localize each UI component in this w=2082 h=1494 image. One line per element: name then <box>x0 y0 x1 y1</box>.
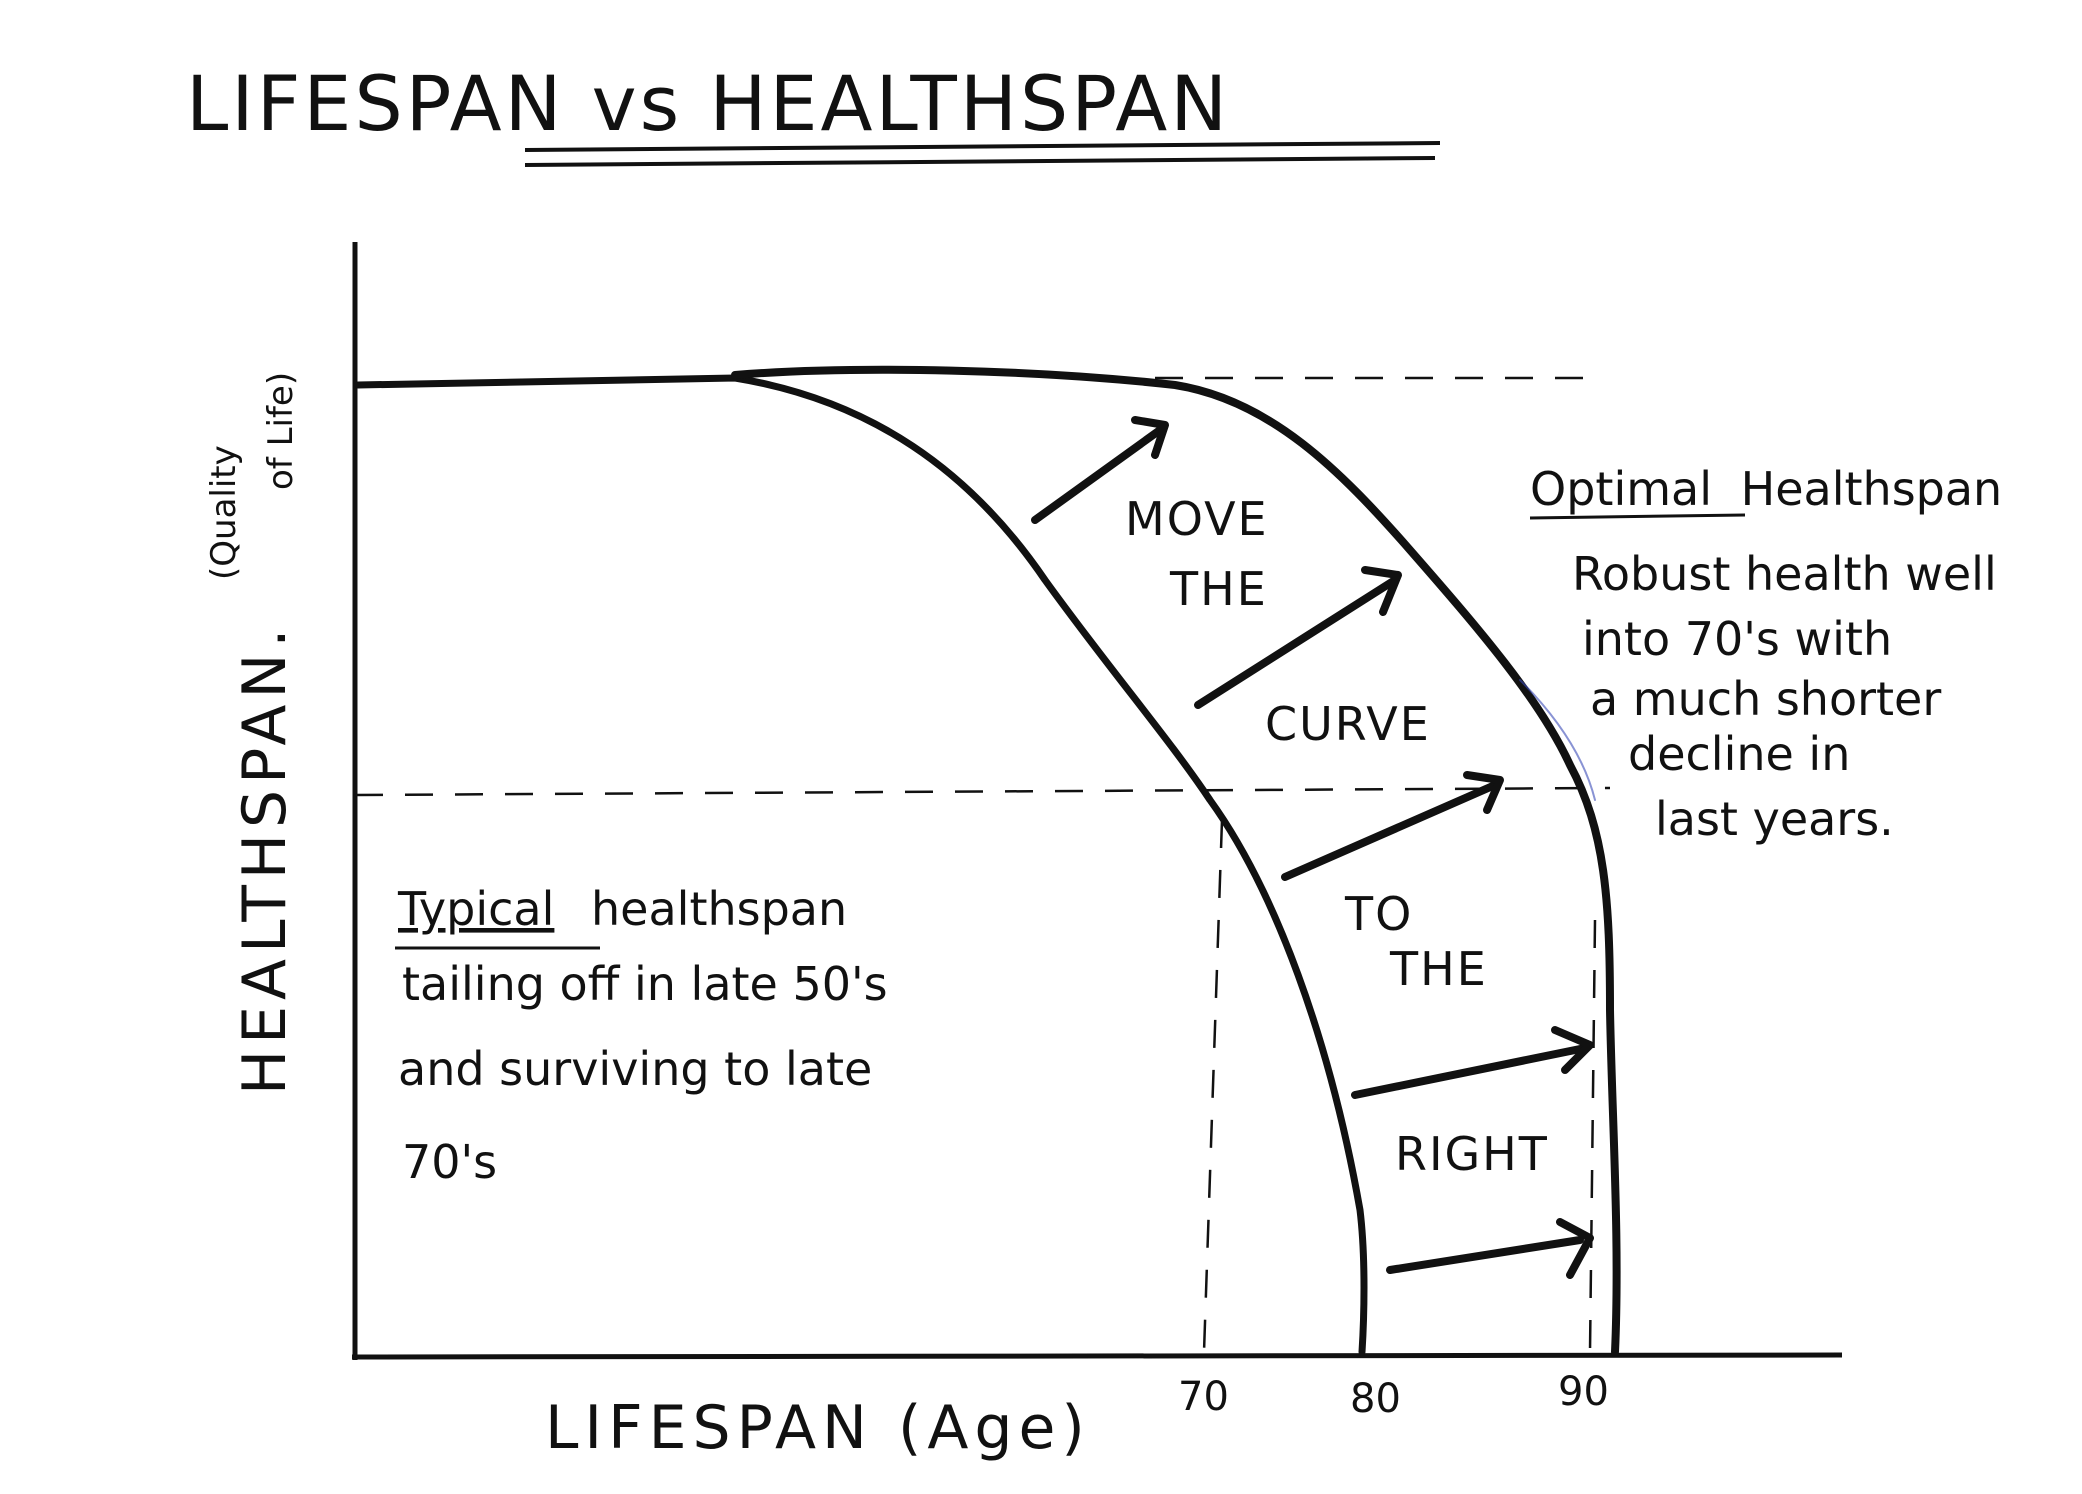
typical-note-line1: Typical healthspan <box>397 882 847 936</box>
y-axis-sublabel-line2: of Life) <box>261 372 301 490</box>
y-axis-sublabel-line1: (Quality <box>204 445 244 580</box>
title-group: LIFESPAN vs HEALTHSPAN <box>186 59 1441 167</box>
right-word: RIGHT <box>1395 1127 1549 1181</box>
optimal-note-line1: Robust health well <box>1572 547 1997 601</box>
to-word: TO <box>1344 887 1413 941</box>
optimal-note-line3: a much shorter <box>1590 672 1941 726</box>
arrow-2 <box>1194 566 1402 709</box>
title-underline-2 <box>524 156 1436 167</box>
optimal-note-heading-line: Optimal Healthspan <box>1530 462 2002 516</box>
optimal-curve-blue-tint <box>1519 679 1596 801</box>
typical-healthspan-curve <box>354 374 1368 1356</box>
arrow-4 <box>1351 1026 1594 1099</box>
typical-heading: Typical <box>397 882 554 936</box>
optimal-healthspan-curve <box>731 365 1621 1356</box>
x-tick-90: 90 <box>1558 1369 1609 1415</box>
arrow-1 <box>1031 416 1169 524</box>
y-axis-label: HEALTHSPAN. <box>230 623 300 1095</box>
x-axis-labels: LIFESPAN (Age) 70 80 90 <box>545 1369 1609 1463</box>
optimal-note-line2: into 70's with <box>1582 612 1892 666</box>
optimal-note-line4: decline in <box>1628 727 1850 781</box>
typical-70-dashed-line <box>1202 819 1224 1353</box>
title-underline-1 <box>524 141 1441 152</box>
typical-note-line2: tailing off in late 50's <box>402 957 888 1011</box>
diagram-title: LIFESPAN vs HEALTHSPAN <box>186 59 1230 148</box>
guide-lines <box>354 376 1611 1353</box>
optimal-90-dashed-line <box>1588 919 1597 1353</box>
x-axis-line <box>351 1352 1843 1360</box>
optimal-heading: Optimal <box>1530 462 1712 516</box>
typical-heading-rest: healthspan <box>591 882 847 936</box>
optimal-note-line5: last years. <box>1655 792 1894 846</box>
optimal-heading-rest: Healthspan <box>1741 462 2003 516</box>
typical-note-line4: 70's <box>402 1135 497 1189</box>
axes <box>351 242 1843 1360</box>
x-axis-label: LIFESPAN (Age) <box>545 1393 1091 1463</box>
arrow-3 <box>1281 771 1504 881</box>
optimal-healthspan-note: Optimal Healthspan Robust health well in… <box>1529 462 2002 846</box>
arrows <box>1031 416 1594 1279</box>
typical-note-line3: and surviving to late <box>398 1042 872 1096</box>
curve-word: CURVE <box>1265 697 1431 751</box>
move-word: MOVE <box>1125 492 1269 546</box>
typical-healthspan-note: Typical healthspan tailing off in late 5… <box>395 882 888 1189</box>
y-axis-labels: HEALTHSPAN. (Quality of Life) <box>204 372 301 1095</box>
arrow-5 <box>1386 1218 1594 1279</box>
optimal-heading-underline <box>1529 513 1746 520</box>
move-the-curve-label: MOVE THE CURVE TO THE RIGHT <box>1125 492 1549 1181</box>
curves <box>354 365 1621 1356</box>
the-word-1: THE <box>1169 562 1268 616</box>
the-word-2: THE <box>1389 942 1488 996</box>
x-tick-80: 80 <box>1350 1376 1401 1422</box>
x-tick-70: 70 <box>1178 1374 1229 1420</box>
middle-dashed-line <box>354 786 1611 797</box>
